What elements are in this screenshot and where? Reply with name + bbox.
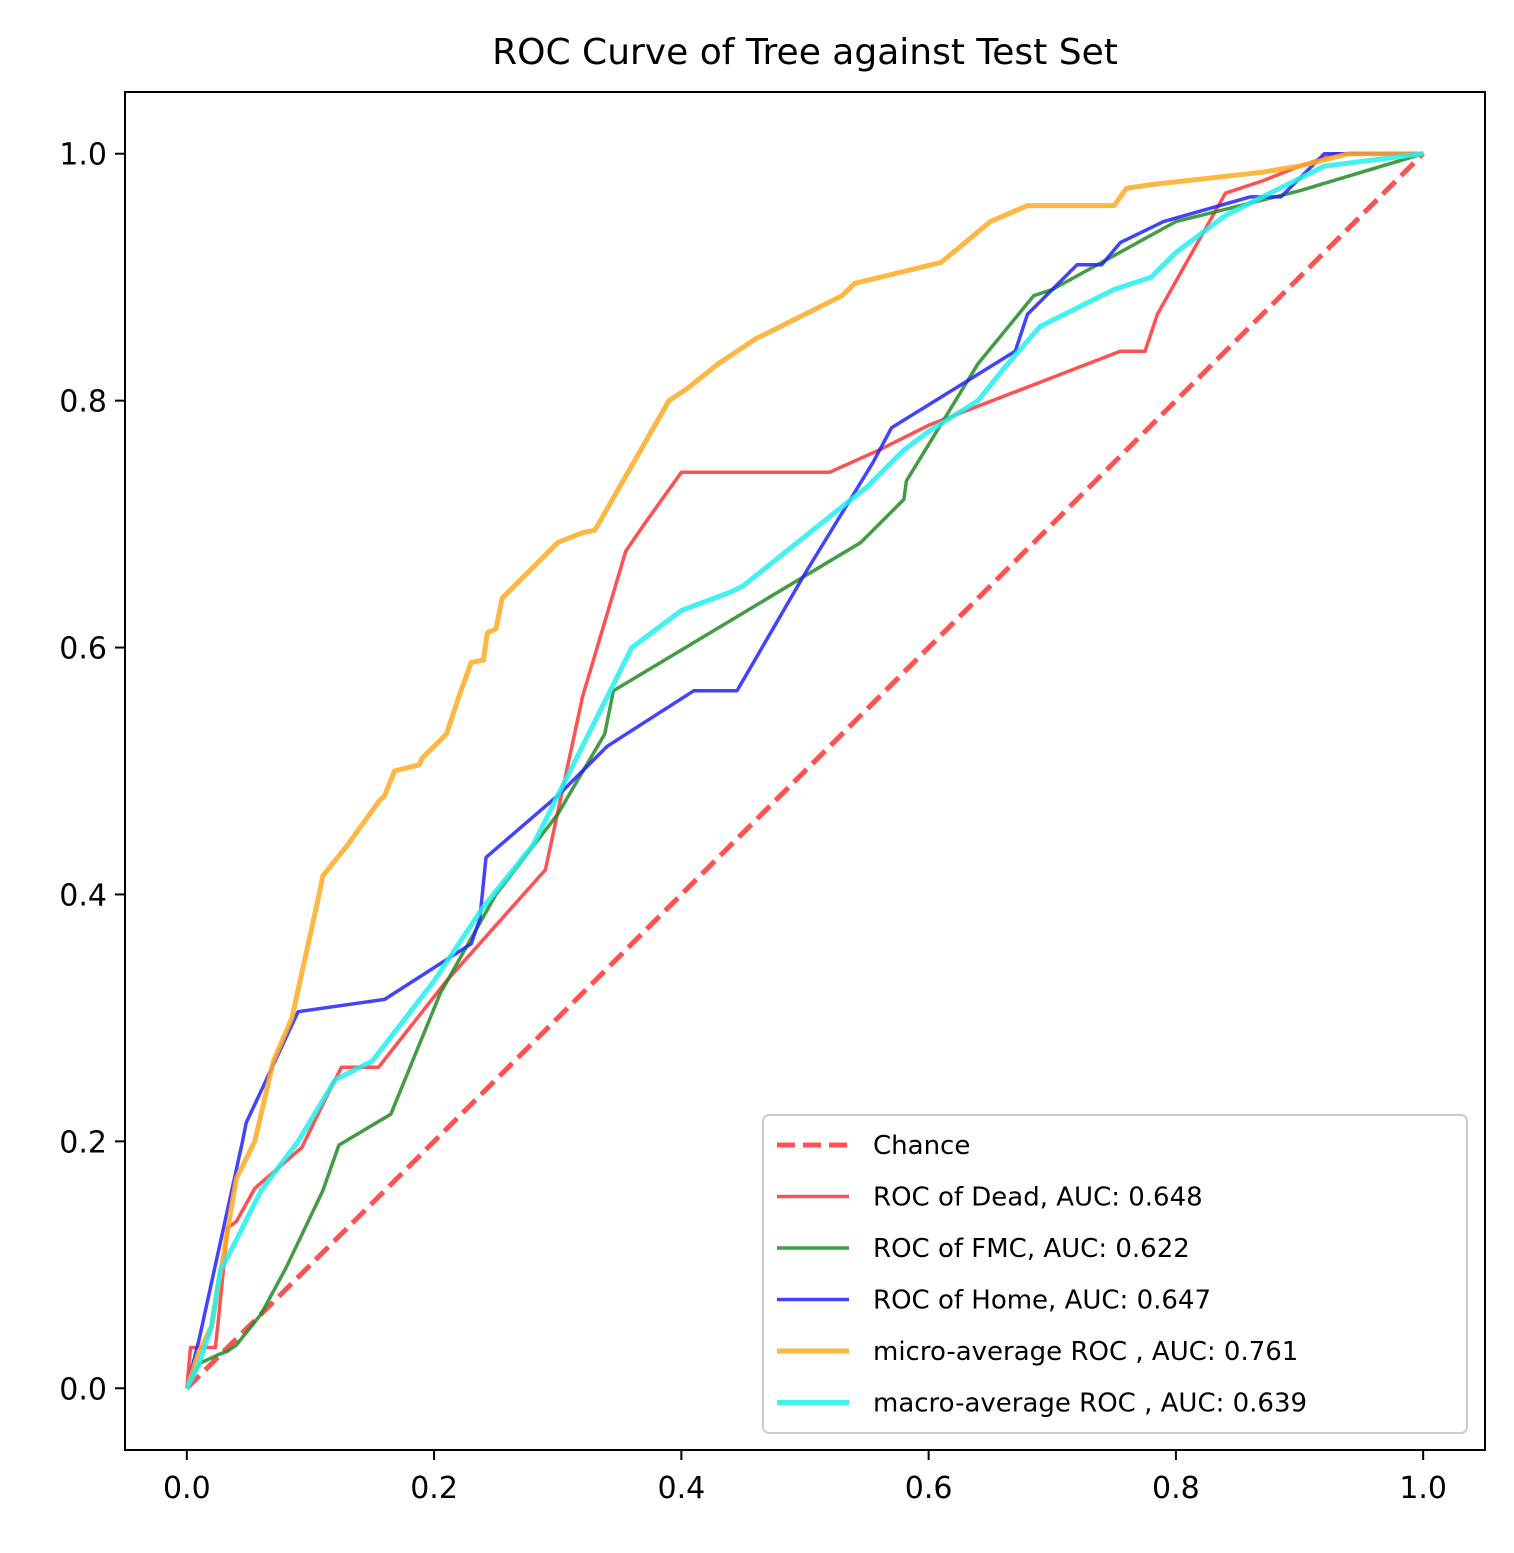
- y-tick-label: 0.0: [59, 1372, 107, 1407]
- y-tick-label: 0.2: [59, 1125, 107, 1160]
- x-tick-label: 0.0: [163, 1471, 211, 1506]
- series-line-4: [184, 151, 1424, 1390]
- legend-box: [762, 1114, 1468, 1434]
- series-line-0: [185, 151, 1425, 1391]
- series-line-1: [185, 151, 1424, 1389]
- legend-label: micro-average ROC , AUC: 0.761: [873, 1337, 1298, 1367]
- y-tick-label: 0.8: [59, 385, 107, 420]
- x-tick-label: 1.0: [1399, 1471, 1447, 1506]
- legend: Chance ROC of Dead, AUC: 0.648 ROC of FMC,…: [762, 1114, 1468, 1434]
- x-tick-label: 0.2: [410, 1471, 458, 1506]
- legend-label: ROC of Dead, AUC: 0.648: [873, 1183, 1203, 1213]
- chart-title: ROC Curve of Tree against Test Set: [492, 32, 1118, 73]
- legend-label: Chance: [873, 1131, 970, 1161]
- legend-label: ROC of Home, AUC: 0.647: [873, 1286, 1211, 1316]
- y-tick-label: 0.4: [59, 878, 107, 913]
- series-line-5: [184, 151, 1424, 1390]
- y-tick-label: 0.6: [59, 632, 107, 667]
- series-layer: [184, 151, 1425, 1391]
- x-axis: 0.0 0.2 0.4 0.6 0.8 1.0: [163, 1450, 1447, 1506]
- x-tick-label: 0.8: [1152, 1471, 1200, 1506]
- legend-label: ROC of FMC, AUC: 0.622: [873, 1234, 1190, 1264]
- x-tick-label: 0.6: [905, 1471, 953, 1506]
- plot-frame: [124, 91, 1486, 1451]
- x-tick-label: 0.4: [658, 1471, 706, 1506]
- y-axis: 0.0 0.2 0.4 0.6 0.8 1.0: [59, 138, 125, 1407]
- y-tick-label: 1.0: [59, 138, 107, 173]
- legend-label: macro-average ROC , AUC: 0.639: [873, 1389, 1307, 1419]
